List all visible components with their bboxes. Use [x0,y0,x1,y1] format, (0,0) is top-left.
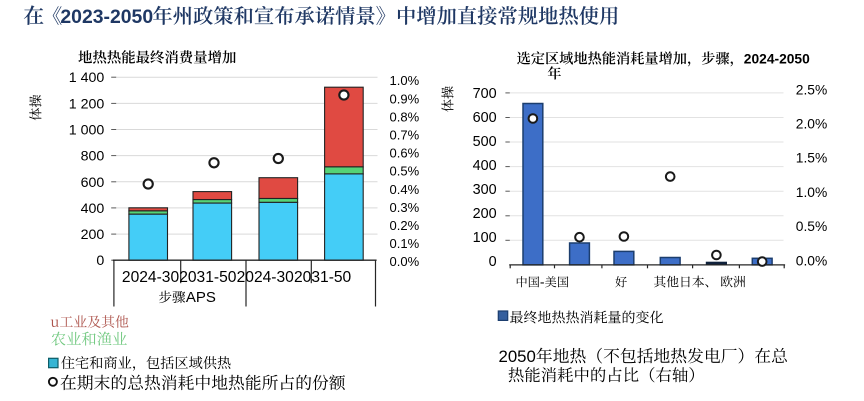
svg-text:400: 400 [81,201,105,217]
svg-text:2024-2050: 2024-2050 [744,51,810,66]
svg-text:1.5%: 1.5% [796,151,827,166]
svg-text:700: 700 [473,86,497,102]
svg-text:600: 600 [473,110,497,126]
svg-text:2050: 2050 [499,347,536,366]
svg-text:500: 500 [473,134,497,150]
svg-text:300: 300 [473,182,497,198]
svg-text:0: 0 [96,253,104,269]
svg-text:0.0%: 0.0% [796,253,827,268]
svg-text:1 000: 1 000 [69,123,105,139]
svg-text:200: 200 [473,206,497,222]
svg-text:0.5%: 0.5% [796,219,827,234]
svg-text:0.8%: 0.8% [390,109,420,124]
svg-text:2031-50: 2031-50 [179,269,237,286]
svg-text:600: 600 [81,175,105,191]
svg-text:2024-30: 2024-30 [122,269,180,286]
svg-text:1.0%: 1.0% [390,73,420,88]
svg-text:400: 400 [473,158,497,174]
svg-text:0.2%: 0.2% [390,218,420,233]
svg-text:0.9%: 0.9% [390,91,420,106]
svg-text:2024-30: 2024-30 [237,269,295,286]
svg-text:2.0%: 2.0% [796,117,827,132]
svg-text:0.4%: 0.4% [390,182,420,197]
svg-text:0: 0 [489,254,497,270]
svg-text:2031-50: 2031-50 [294,269,352,286]
svg-text:1 200: 1 200 [69,96,105,112]
svg-text:0.1%: 0.1% [390,236,420,251]
svg-text:0.5%: 0.5% [390,164,420,179]
svg-text:0.7%: 0.7% [390,128,420,143]
svg-text:-: - [540,273,545,289]
svg-text:100: 100 [473,230,497,246]
svg-text:0.6%: 0.6% [390,146,420,161]
svg-text:0.0%: 0.0% [390,254,420,269]
svg-text:APS: APS [186,289,216,306]
svg-text:2.5%: 2.5% [796,82,827,97]
svg-text:2023-2050: 2023-2050 [60,6,153,28]
svg-text:0.3%: 0.3% [390,200,420,215]
svg-text:800: 800 [81,149,105,165]
svg-text:200: 200 [81,227,105,243]
svg-text:1 400: 1 400 [69,70,105,86]
svg-text:1.0%: 1.0% [796,185,827,200]
